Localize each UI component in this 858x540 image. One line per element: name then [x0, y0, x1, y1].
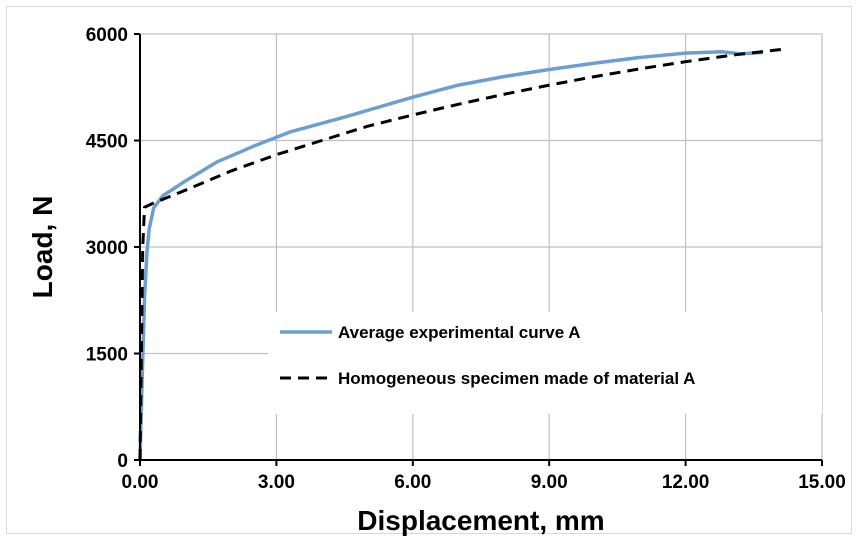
x-tick-label: 12.00: [662, 472, 710, 493]
series-line-1: [138, 50, 763, 461]
y-tick-label: 6000: [86, 25, 128, 46]
y-axis-title: Load, N: [27, 196, 58, 299]
legend-box: [268, 312, 822, 414]
series-lines: [138, 47, 786, 461]
series-line-2: [138, 47, 786, 461]
y-tick-label: 4500: [86, 132, 128, 153]
x-tick-label: 3.00: [258, 472, 295, 493]
legend-label-1: Average experimental curve A: [338, 323, 581, 342]
x-tick-label: 6.00: [394, 472, 431, 493]
chart-frame: [6, 6, 852, 534]
x-tick-label: 15.00: [798, 472, 846, 493]
y-tick-label: 3000: [86, 238, 128, 259]
x-tick-label: 9.00: [531, 472, 568, 493]
x-tick-label: 0.00: [122, 472, 159, 493]
y-tick-label: 0: [117, 451, 128, 472]
y-tick-label: 1500: [86, 345, 128, 366]
tick-labels: 0.00 3.00 6.00 9.00 12.00 15.00 0 1500 3000 4500 6…: [86, 25, 846, 493]
axes: [134, 33, 823, 466]
legend: Average experimental curve A Homogeneous …: [268, 312, 822, 414]
x-axis-title: Displacement, mm: [357, 505, 604, 536]
legend-label-2: Homogeneous specimen made of material A: [338, 369, 695, 388]
